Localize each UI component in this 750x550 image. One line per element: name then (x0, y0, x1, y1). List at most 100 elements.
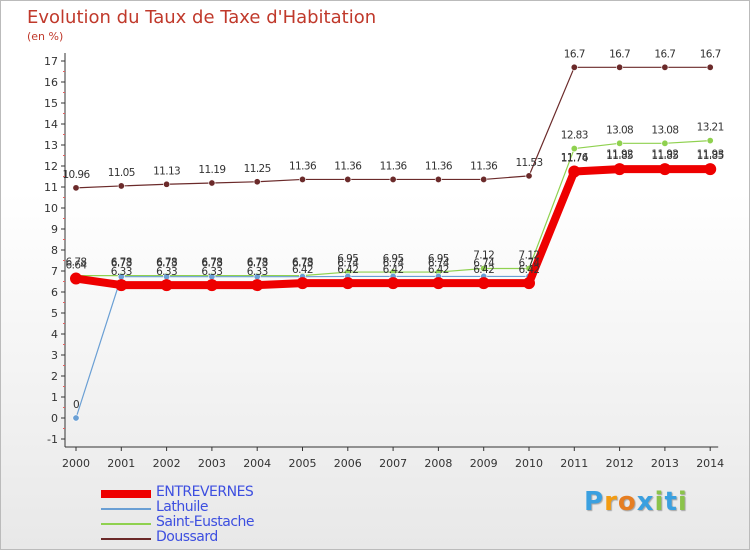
legend-swatch-doussard (101, 538, 151, 540)
y-tick-label: 8 (51, 244, 58, 257)
data-label-saint_eustache: 6.78 (292, 257, 313, 269)
data-point-doussard (480, 175, 488, 183)
data-label-entrevernes: 6.42 (428, 264, 449, 276)
x-tick-label: 2014 (696, 457, 724, 470)
data-point-doussard (525, 172, 533, 180)
data-point-entrevernes (658, 163, 671, 176)
data-point-saint_eustache (706, 137, 714, 145)
data-point-doussard (163, 180, 171, 188)
data-label-entrevernes: 11.85 (697, 150, 724, 162)
data-label-lathuile: 6.73 (111, 258, 132, 270)
data-label-doussard: 16.7 (700, 48, 721, 60)
y-tick-label: 4 (51, 328, 58, 341)
data-point-doussard (570, 63, 578, 71)
data-point-saint_eustache (616, 139, 624, 147)
legend-swatch-lathuile (101, 508, 151, 510)
data-label-lathuile: 6.74 (519, 257, 541, 269)
data-label-lathuile: 6.73 (156, 258, 177, 270)
data-label-doussard: 16.7 (564, 48, 585, 60)
legend-item-saint_eustache: Saint-Eustache (101, 514, 301, 531)
data-label-doussard: 11.13 (153, 165, 180, 177)
legend-label-doussard: Doussard (156, 529, 218, 545)
y-unit-label: (en %) (27, 30, 64, 43)
logo-letter: i (677, 487, 688, 517)
proxiti-logo: Proxiti (584, 487, 688, 517)
data-label-entrevernes: 6.33 (247, 266, 268, 278)
data-label-entrevernes: 6.42 (473, 264, 494, 276)
logo-letter: t (664, 487, 678, 517)
legend-swatch-entrevernes (101, 490, 151, 498)
y-tick-label: 10 (44, 202, 58, 215)
logo-letter: r (604, 487, 618, 517)
data-point-saint_eustache (661, 139, 669, 147)
data-label-saint_eustache: 13.21 (697, 122, 724, 134)
data-point-entrevernes (704, 163, 717, 176)
data-label-lathuile: 11.93 (697, 148, 724, 160)
data-label-entrevernes: 6.42 (519, 264, 540, 276)
data-label-saint_eustache: 12.83 (561, 130, 588, 142)
data-point-doussard (344, 175, 352, 183)
data-point-entrevernes (387, 277, 400, 290)
data-label-saint_eustache: 13.08 (651, 124, 678, 136)
data-label-lathuile: 6.74 (428, 257, 450, 269)
data-label-doussard: 16.7 (609, 48, 630, 60)
data-label-saint_eustache: 6.95 (337, 253, 358, 265)
data-label-doussard: 16.7 (654, 48, 675, 60)
data-label-lathuile: 6.73 (292, 258, 313, 270)
data-label-doussard: 11.25 (244, 163, 271, 175)
data-label-entrevernes: 6.42 (337, 264, 358, 276)
legend-label-lathuile: Lathuile (156, 499, 209, 515)
data-label-saint_eustache: 13.08 (606, 124, 633, 136)
data-point-entrevernes (251, 279, 264, 292)
data-label-lathuile: 11.92 (651, 149, 678, 161)
data-point-doussard (208, 179, 216, 187)
data-point-doussard (616, 63, 624, 71)
data-label-saint_eustache: 6.78 (66, 257, 87, 269)
data-label-saint_eustache: 6.78 (111, 257, 132, 269)
series-line-lathuile (75, 166, 711, 419)
y-tick-label: 1 (51, 391, 58, 404)
data-label-saint_eustache: 7.12 (519, 249, 540, 261)
data-label-lathuile: 11.92 (606, 149, 633, 161)
data-label-entrevernes: 6.33 (111, 266, 132, 278)
logo-letter: P (584, 487, 605, 517)
data-point-entrevernes (115, 279, 128, 292)
data-point-doussard (389, 175, 397, 183)
x-tick-label: 2007 (379, 457, 407, 470)
y-tick-label: 14 (44, 118, 58, 131)
data-point-doussard (706, 63, 714, 71)
x-tick-label: 2001 (107, 457, 135, 470)
legend-item-doussard: Doussard (101, 529, 301, 546)
x-tick-label: 2000 (62, 457, 90, 470)
y-tick-label: 11 (44, 181, 58, 194)
x-tick-label: 2006 (334, 457, 362, 470)
y-tick-label: 12 (44, 160, 58, 173)
data-label-doussard: 11.36 (425, 160, 453, 172)
data-label-saint_eustache: 7.12 (473, 249, 494, 261)
data-label-entrevernes: 11.74 (561, 152, 589, 164)
data-label-doussard: 11.36 (470, 160, 498, 172)
y-tick-label: 17 (44, 55, 58, 68)
data-label-doussard: 10.96 (62, 169, 90, 181)
y-tick-label: 15 (44, 97, 58, 110)
legend-label-entrevernes: ENTREVERNES (156, 484, 254, 500)
data-label-entrevernes: 6.42 (383, 264, 404, 276)
y-tick-label: 13 (44, 139, 58, 152)
chart-title: Evolution du Taux de Taxe d'Habitation (27, 7, 377, 28)
data-label-entrevernes: 11.85 (606, 150, 633, 162)
data-point-entrevernes (341, 277, 354, 290)
data-point-entrevernes (205, 279, 218, 292)
legend-label-saint_eustache: Saint-Eustache (156, 514, 255, 530)
data-label-doussard: 11.36 (334, 160, 362, 172)
y-tick-label: 16 (44, 76, 58, 89)
data-label-lathuile: 11.76 (561, 152, 589, 164)
data-label-doussard: 11.36 (289, 160, 317, 172)
data-point-entrevernes (523, 277, 535, 290)
x-tick-label: 2009 (470, 457, 498, 470)
data-label-entrevernes: 6.64 (66, 260, 88, 272)
data-point-entrevernes (568, 165, 581, 178)
legend-item-lathuile: Lathuile (101, 499, 301, 516)
data-point-entrevernes (432, 277, 445, 290)
data-point-doussard (298, 175, 306, 183)
